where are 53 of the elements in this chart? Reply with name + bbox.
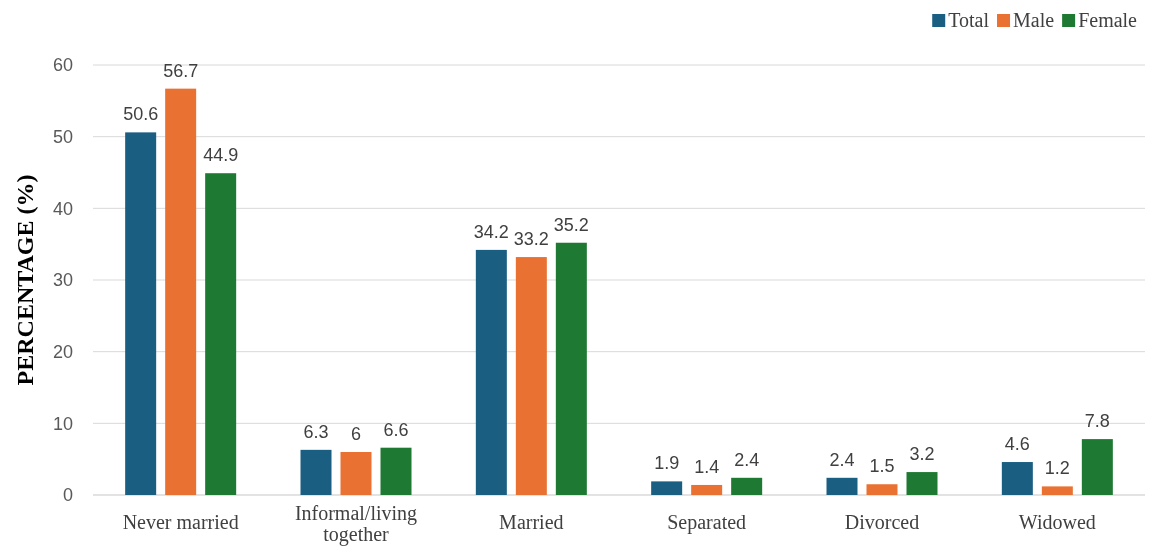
data-label: 6.3 (303, 421, 329, 442)
data-label: 2.4 (829, 449, 855, 470)
bar (205, 173, 237, 495)
data-label: 1.9 (654, 453, 680, 474)
data-label: 35.2 (553, 214, 589, 235)
y-tick-label: 40 (52, 198, 73, 219)
y-tick-label: 0 (62, 485, 73, 506)
data-label: 2.4 (734, 449, 760, 470)
bar (125, 132, 157, 495)
y-tick-label: 30 (52, 270, 73, 291)
data-label: 3.2 (909, 444, 935, 465)
bar (1001, 462, 1033, 495)
x-tick-label: Never married (122, 511, 239, 533)
data-label: 7.8 (1084, 411, 1110, 432)
data-label: 6 (350, 424, 362, 444)
bar (651, 481, 683, 495)
bar (826, 477, 858, 495)
data-label: 4.6 (1004, 434, 1030, 455)
bar (515, 257, 547, 495)
legend-label: Total (948, 9, 990, 31)
bar (475, 249, 507, 495)
bar (340, 452, 372, 495)
bar (555, 242, 587, 495)
bar (866, 484, 898, 495)
data-label: 56.7 (163, 60, 199, 81)
data-label: 44.9 (203, 145, 239, 166)
y-tick-label: 60 (52, 55, 73, 76)
x-tick-label: Divorced (844, 511, 920, 533)
bar (731, 477, 763, 495)
bar (1081, 439, 1113, 495)
data-label: 1.4 (694, 456, 720, 477)
y-tick-label: 20 (52, 341, 73, 362)
legend-label: Male (1013, 9, 1055, 31)
y-tick-label: 10 (52, 413, 73, 434)
bar (1041, 486, 1073, 495)
data-label: 1.2 (1044, 458, 1070, 479)
data-label: 50.6 (123, 104, 159, 125)
data-label: 33.2 (513, 229, 549, 250)
bar (300, 449, 332, 495)
x-tick-label: Married (499, 511, 564, 533)
bar (906, 472, 938, 495)
data-label: 34.2 (473, 221, 509, 242)
data-label: 6.6 (383, 419, 409, 440)
legend-label: Female (1078, 9, 1138, 31)
bar (165, 88, 197, 495)
data-label: 1.5 (869, 456, 895, 477)
x-tick-label: Informal/living together (294, 502, 418, 546)
x-tick-label: Separated (667, 511, 747, 534)
y-axis-title: PERCENTAGE (%) (12, 174, 38, 386)
y-tick-label: 50 (52, 126, 73, 147)
bar (691, 484, 723, 495)
bar (380, 447, 412, 495)
x-tick-label: Widowed (1018, 511, 1096, 533)
